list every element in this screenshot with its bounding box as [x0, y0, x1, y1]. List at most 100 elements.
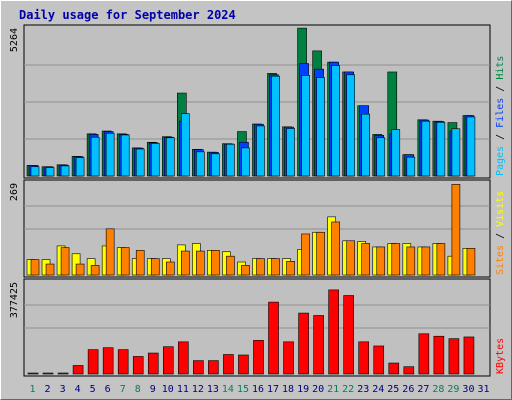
bar-sites-day-30	[466, 248, 476, 276]
day-label-7: 7	[120, 384, 126, 395]
legend-separator: /	[495, 128, 506, 146]
day-label-15: 15	[237, 384, 249, 395]
bar-kbytes-day-29	[448, 338, 460, 375]
day-label-23: 23	[357, 384, 369, 395]
bar-pages-day-2	[45, 167, 55, 177]
bar-kbytes-day-26	[403, 366, 415, 375]
bar-sites-day-27	[421, 246, 431, 276]
bar-kbytes-day-4	[72, 365, 84, 375]
legend-sites: Sites	[495, 245, 506, 275]
bar-pages-day-30	[466, 116, 476, 177]
bar-pages-day-14	[226, 143, 235, 177]
bar-pages-day-10	[165, 137, 175, 177]
bar-sites-day-13	[211, 250, 220, 276]
bar-pages-day-5	[90, 136, 100, 177]
bar-sites-day-17	[271, 258, 280, 276]
legend-separator: /	[495, 80, 506, 98]
day-label-25: 25	[387, 384, 399, 395]
day-label-14: 14	[222, 384, 234, 395]
bar-kbytes-day-7	[117, 349, 129, 375]
day-label-21: 21	[327, 384, 339, 395]
day-label-9: 9	[150, 384, 156, 395]
bar-kbytes-day-8	[132, 356, 144, 375]
day-label-6: 6	[105, 384, 111, 395]
day-label-10: 10	[162, 384, 174, 395]
bar-sites-day-25	[391, 243, 401, 276]
day-label-22: 22	[342, 384, 354, 395]
bar-pages-day-15	[241, 147, 250, 177]
bar-pages-day-24	[376, 137, 386, 177]
day-label-19: 19	[297, 384, 309, 395]
day-label-3: 3	[60, 384, 66, 395]
bar-pages-day-25	[391, 129, 401, 177]
legend-hits: Hits	[495, 56, 506, 80]
bar-pages-day-8	[135, 148, 145, 177]
day-label-4: 4	[75, 384, 81, 395]
bar-sites-day-12	[196, 250, 205, 276]
bar-pages-day-9	[150, 143, 160, 177]
bar-kbytes-day-9	[147, 352, 159, 375]
bar-pages-day-1	[30, 166, 40, 177]
day-label-20: 20	[312, 384, 324, 395]
bar-sites-day-3	[60, 247, 70, 276]
day-label-28: 28	[432, 384, 444, 395]
bar-kbytes-day-3	[57, 372, 69, 375]
bar-sites-day-8	[135, 250, 145, 276]
bar-kbytes-day-6	[102, 347, 114, 375]
bar-kbytes-day-12	[193, 360, 204, 375]
bar-sites-day-5	[90, 265, 100, 276]
legend-separator: /	[495, 227, 506, 245]
day-label-30: 30	[462, 384, 474, 395]
bar-kbytes-day-16	[253, 340, 264, 375]
bar-pages-day-21	[331, 65, 340, 177]
bar-kbytes-day-21	[328, 289, 339, 375]
legend-kbytes: KBytes	[495, 338, 506, 374]
bar-sites-day-26	[406, 246, 416, 276]
bar-kbytes-day-28	[433, 335, 445, 375]
day-label-24: 24	[372, 384, 384, 395]
bar-sites-day-15	[241, 265, 250, 276]
panel-middle-legend: Sites / Visits	[495, 191, 506, 275]
day-label-16: 16	[252, 384, 264, 395]
day-label-26: 26	[402, 384, 414, 395]
bar-sites-day-14	[226, 255, 235, 276]
bar-kbytes-day-5	[87, 349, 99, 375]
bar-kbytes-day-30	[463, 336, 475, 375]
bar-kbytes-day-10	[162, 346, 174, 375]
bar-pages-day-3	[60, 165, 70, 177]
bar-kbytes-day-27	[418, 333, 430, 375]
chart-title: Daily usage for September 2024	[19, 8, 236, 22]
bar-sites-day-20	[316, 231, 325, 276]
bar-pages-day-16	[256, 125, 265, 177]
bar-kbytes-day-22	[343, 295, 354, 375]
bar-pages-day-7	[120, 134, 130, 177]
bar-pages-day-29	[451, 128, 461, 177]
bar-sites-day-4	[75, 263, 85, 276]
bar-kbytes-day-2	[42, 372, 54, 375]
panel-top-ymax-label: 5264	[9, 28, 20, 52]
bar-kbytes-day-17	[268, 301, 279, 375]
day-label-13: 13	[207, 384, 219, 395]
bar-pages-day-22	[346, 74, 355, 177]
bar-sites-day-16	[256, 258, 265, 276]
bar-kbytes-day-19	[298, 312, 309, 375]
bar-pages-day-17	[271, 75, 280, 177]
panel-top-legend: Pages / Files / Hits	[495, 56, 506, 176]
bar-sites-day-9	[150, 258, 160, 276]
bar-sites-day-24	[376, 246, 386, 276]
bar-kbytes-day-25	[388, 362, 400, 375]
panel-bottom-legend: KBytes	[495, 338, 506, 374]
bar-sites-day-18	[286, 261, 295, 276]
day-label-31: 31	[477, 384, 489, 395]
day-label-11: 11	[177, 384, 189, 395]
panel-bottom-ymax-label: 377425	[9, 282, 20, 318]
bar-kbytes-day-13	[208, 360, 219, 375]
day-label-1: 1	[30, 384, 36, 395]
legend-pages: Pages	[495, 146, 506, 176]
day-label-8: 8	[135, 384, 141, 395]
bar-pages-day-23	[361, 113, 371, 177]
bar-sites-day-21	[331, 221, 340, 276]
bar-pages-day-6	[105, 132, 115, 177]
day-label-29: 29	[447, 384, 459, 395]
bar-sites-day-29	[451, 184, 461, 276]
